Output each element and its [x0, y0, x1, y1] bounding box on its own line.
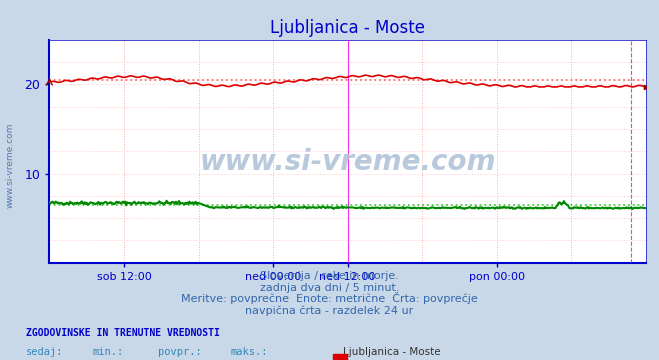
Text: navpična črta - razdelek 24 ur: navpična črta - razdelek 24 ur [245, 305, 414, 316]
Text: povpr.:: povpr.: [158, 347, 202, 357]
Text: sedaj:: sedaj: [26, 347, 64, 357]
Text: zadnja dva dni / 5 minut.: zadnja dva dni / 5 minut. [260, 283, 399, 293]
Text: ZGODOVINSKE IN TRENUTNE VREDNOSTI: ZGODOVINSKE IN TRENUTNE VREDNOSTI [26, 328, 220, 338]
Title: Ljubljanica - Moste: Ljubljanica - Moste [270, 19, 425, 37]
Text: Slovenija / reke in morje.: Slovenija / reke in morje. [260, 271, 399, 281]
Text: Meritve: povprečne  Enote: metrične  Črta: povprečje: Meritve: povprečne Enote: metrične Črta:… [181, 292, 478, 304]
Text: maks.:: maks.: [231, 347, 268, 357]
Text: min.:: min.: [92, 347, 123, 357]
Text: Ljubljanica - Moste: Ljubljanica - Moste [343, 347, 440, 357]
Text: www.si-vreme.com: www.si-vreme.com [200, 148, 496, 176]
Text: www.si-vreme.com: www.si-vreme.com [5, 123, 14, 208]
